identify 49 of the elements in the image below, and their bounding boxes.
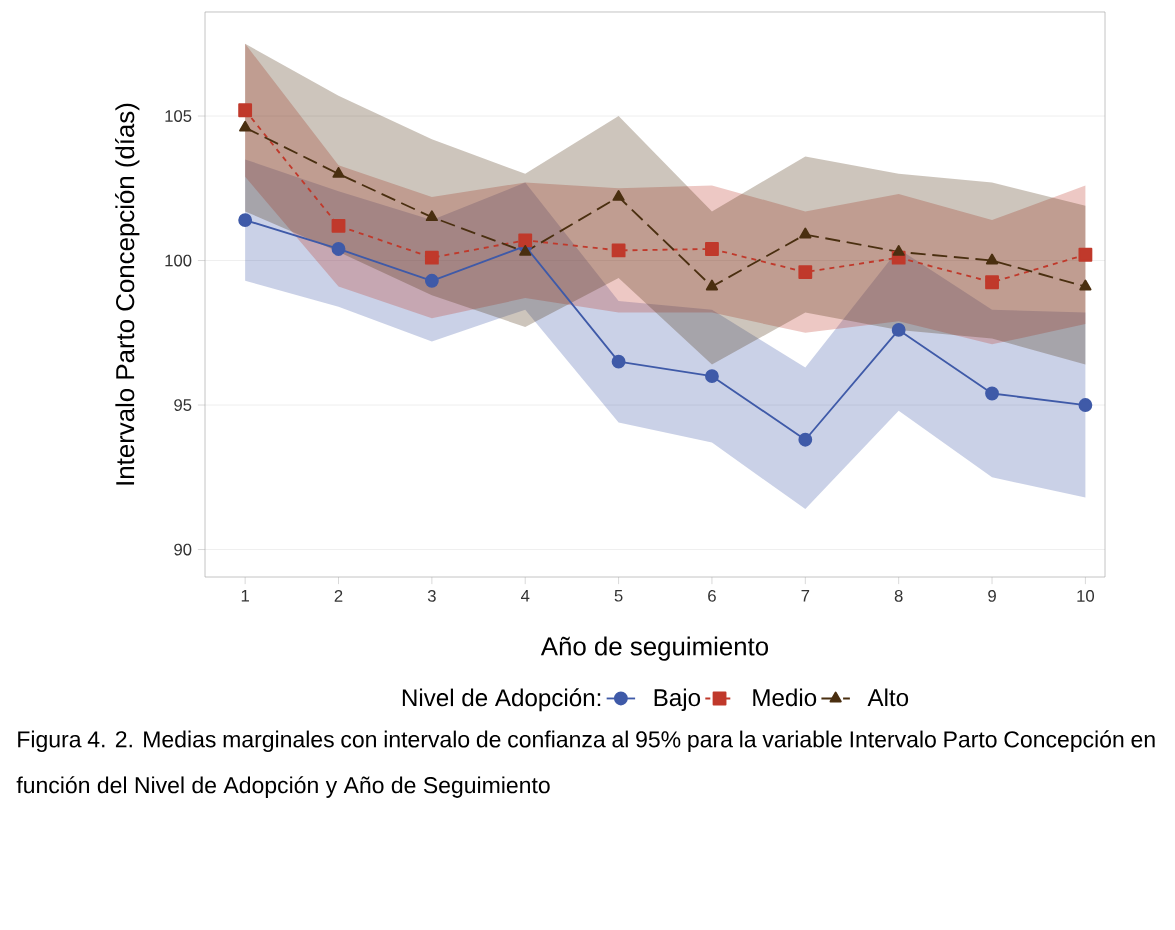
x-tick-label: 4 bbox=[520, 589, 530, 602]
point bbox=[798, 265, 813, 280]
legend-label: Bajo bbox=[654, 688, 701, 711]
x-tick-label: 8 bbox=[894, 590, 903, 602]
point bbox=[519, 244, 532, 256]
x-tick-label: 2 bbox=[334, 590, 343, 602]
point bbox=[1078, 247, 1093, 262]
y-tick-label: 95 bbox=[174, 399, 192, 411]
point bbox=[985, 386, 999, 401]
point bbox=[332, 166, 345, 178]
point bbox=[238, 103, 253, 118]
x-axis-title: Año de seguimiento bbox=[540, 636, 769, 661]
x-tick-label: 10 bbox=[1077, 590, 1095, 602]
legend-label: Alto bbox=[867, 688, 909, 707]
point bbox=[424, 273, 439, 288]
point bbox=[331, 218, 346, 233]
point bbox=[705, 369, 719, 384]
point bbox=[611, 354, 626, 369]
point bbox=[799, 227, 812, 239]
point bbox=[611, 243, 626, 258]
point bbox=[985, 275, 999, 290]
x-tick-label: 1 bbox=[241, 589, 249, 602]
text: Figura 4. 2. Medias marginales con intervalo de confianza al 95% para la variable Intervalo Parto Concepción en función del Nivel de Adopción y Año de Seguimiento bbox=[16, 730, 1155, 798]
x-tick-label: 9 bbox=[988, 590, 996, 602]
point bbox=[892, 244, 905, 256]
point bbox=[425, 210, 438, 222]
y-tick-label: 105 bbox=[165, 110, 192, 122]
point bbox=[1079, 279, 1092, 291]
x-tick-label: 3 bbox=[427, 590, 436, 602]
point bbox=[891, 322, 906, 337]
point bbox=[705, 279, 719, 291]
point bbox=[705, 242, 719, 256]
legend-label: Medio bbox=[753, 688, 817, 707]
x-tick-label: 7 bbox=[801, 589, 810, 602]
point bbox=[985, 253, 999, 265]
point bbox=[424, 250, 439, 265]
legend-title: Nivel de Adopción: bbox=[402, 688, 601, 712]
x-tick-label: 5 bbox=[614, 589, 623, 602]
point bbox=[239, 120, 252, 132]
point bbox=[331, 242, 346, 256]
point bbox=[518, 233, 533, 248]
y-tick-label: 90 bbox=[174, 543, 192, 556]
point bbox=[238, 213, 253, 227]
point bbox=[1078, 398, 1093, 412]
point bbox=[612, 190, 625, 201]
x-tick-label: 6 bbox=[708, 590, 716, 602]
y-tick-label: 100 bbox=[165, 254, 192, 267]
y-axis-title: Intervalo Parto Concepción (días) bbox=[115, 103, 140, 485]
point bbox=[798, 432, 813, 447]
